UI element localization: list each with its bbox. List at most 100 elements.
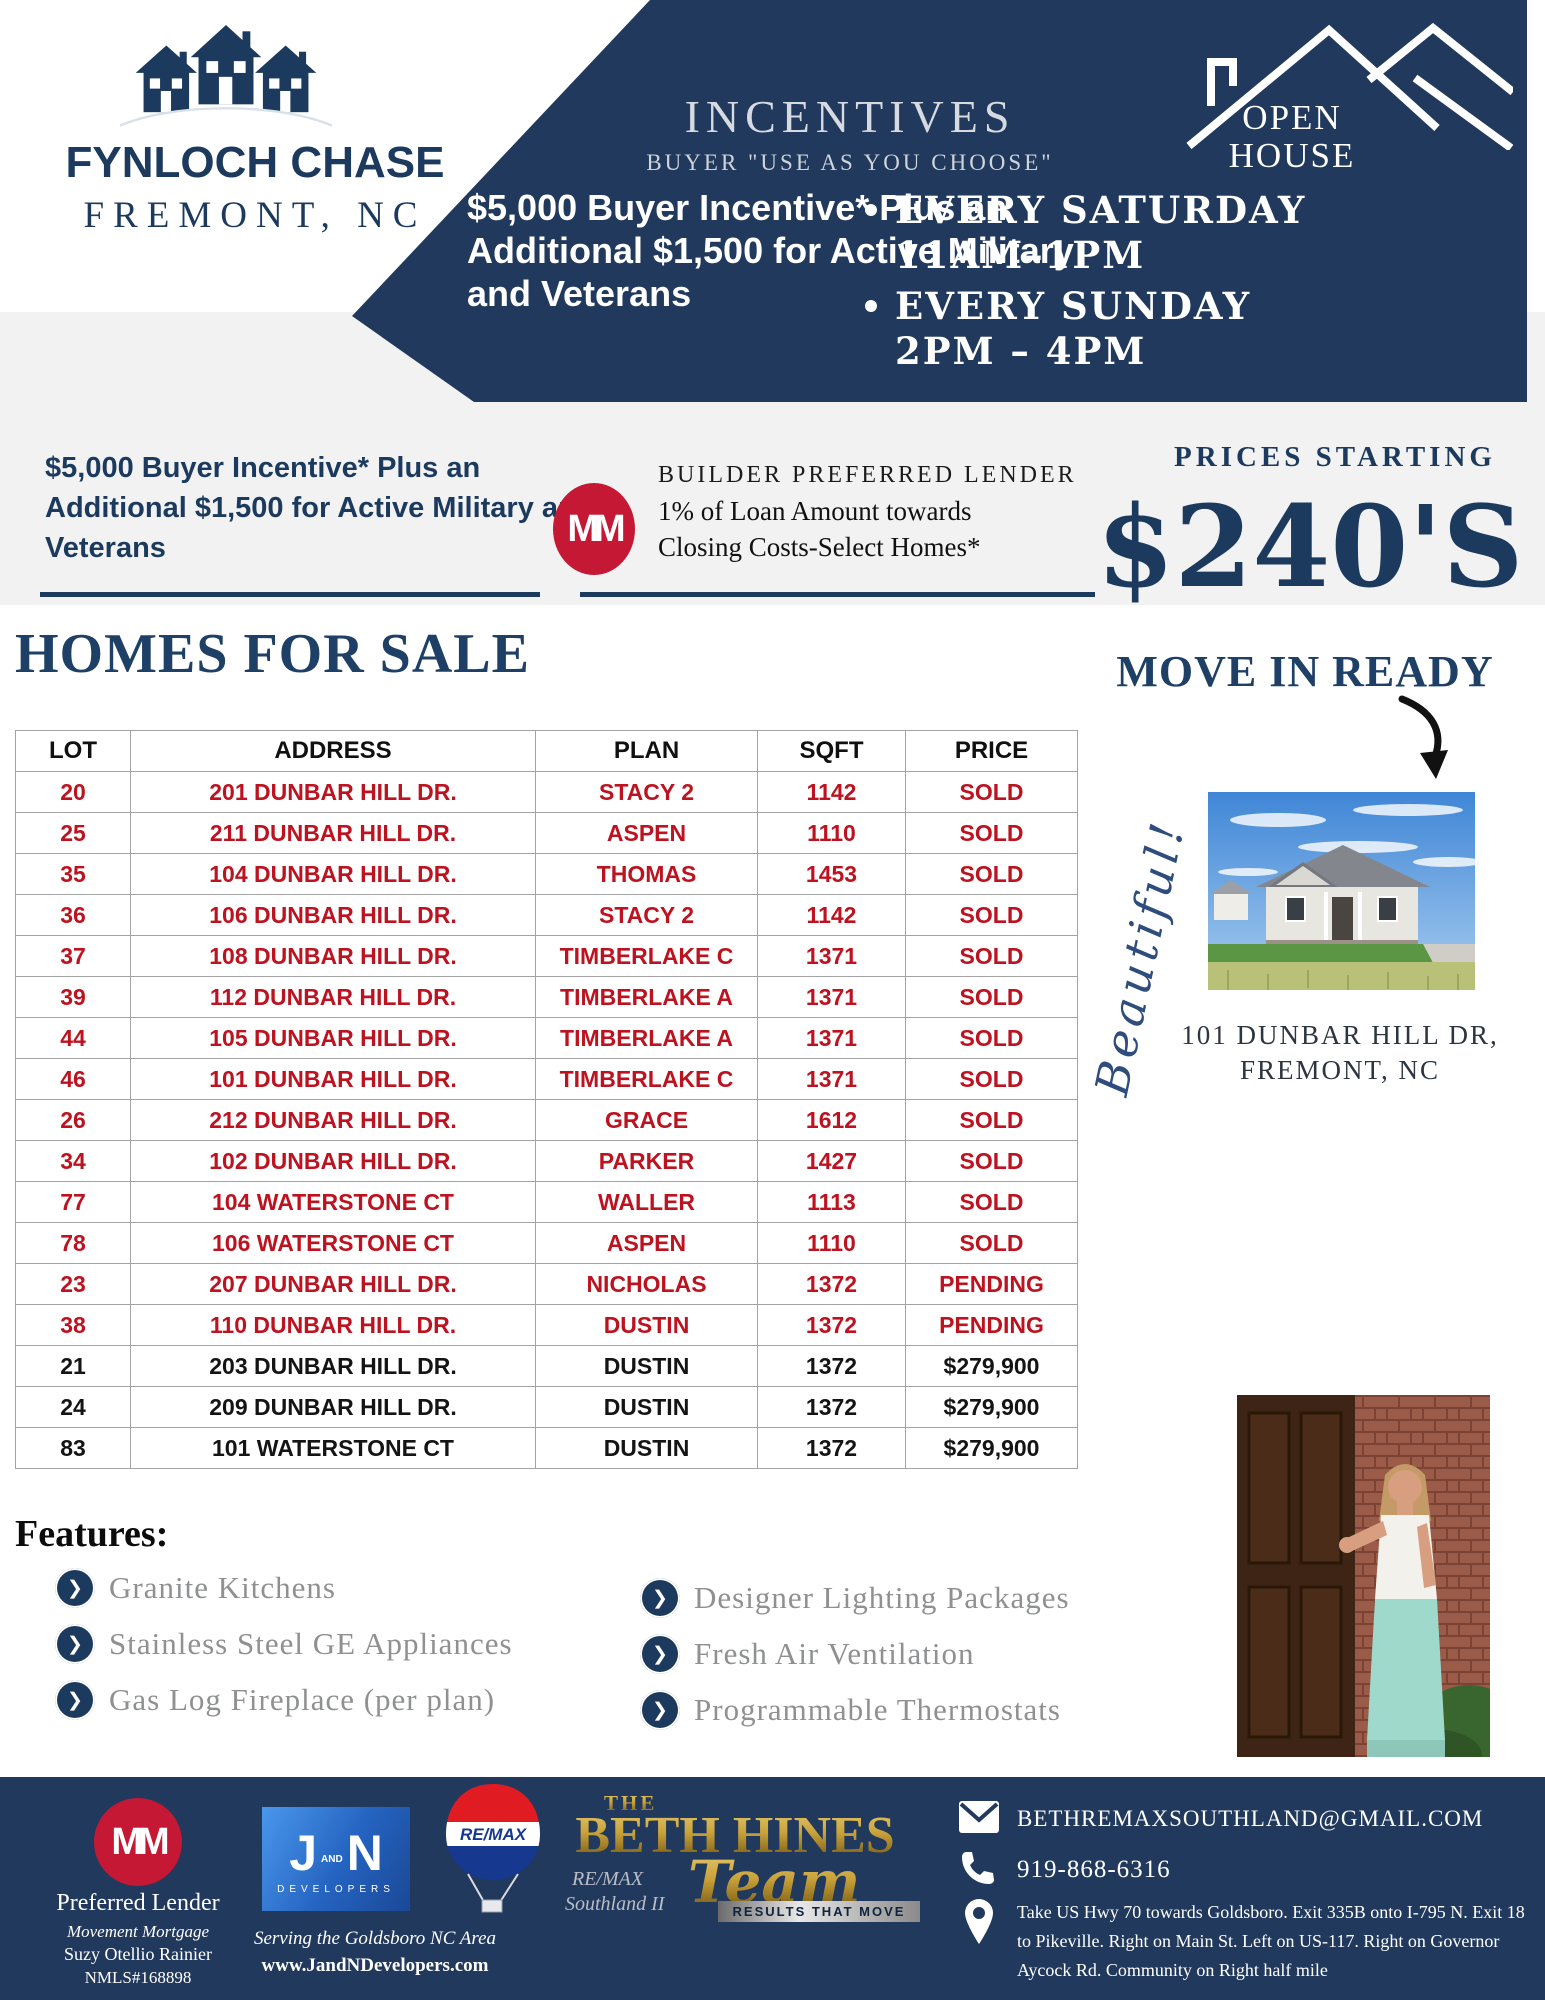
- cell-address: 106 DUNBAR HILL DR.: [130, 894, 536, 936]
- cell-lot: 78: [15, 1222, 131, 1264]
- cell-sqft: 1612: [757, 1099, 906, 1141]
- cell-address: 211 DUNBAR HILL DR.: [130, 812, 536, 854]
- table-row: 83 101 WATERSTONE CT DUSTIN 1372 $279,900: [15, 1427, 1078, 1469]
- phone-number[interactable]: 919-868-6316: [1017, 1856, 1171, 1883]
- cell-sqft: 1142: [757, 894, 906, 936]
- lender-line1: 1% of Loan Amount towards: [658, 496, 972, 526]
- chevron-circle-icon: ❯: [640, 1634, 680, 1674]
- lender-agent: Suzy Otellio Rainier: [64, 1944, 212, 1964]
- jn-letter-n: N: [346, 1824, 383, 1881]
- cell-lot: 21: [15, 1345, 131, 1387]
- cell-lot: 38: [15, 1304, 131, 1346]
- feature-label: Programmable Thermostats: [694, 1692, 1061, 1727]
- cell-price: SOLD: [905, 1017, 1078, 1059]
- cell-plan: DUSTIN: [535, 1304, 758, 1346]
- cell-sqft: 1371: [757, 976, 906, 1018]
- feature-item: ❯ Gas Log Fireplace (per plan): [55, 1680, 615, 1720]
- cell-address: 110 DUNBAR HILL DR.: [130, 1304, 536, 1346]
- cell-sqft: 1427: [757, 1140, 906, 1182]
- table-row: 78 106 WATERSTONE CT ASPEN 1110 SOLD: [15, 1222, 1078, 1264]
- cell-plan: ASPEN: [535, 812, 758, 854]
- cell-address: 108 DUNBAR HILL DR.: [130, 935, 536, 977]
- cell-address: 106 WATERSTONE CT: [130, 1222, 536, 1264]
- cell-price: PENDING: [905, 1304, 1078, 1346]
- chevron-circle-icon: ❯: [55, 1680, 95, 1720]
- email-address[interactable]: BETHREMAXSOUTHLAND@GMAIL.COM: [1017, 1806, 1484, 1831]
- feature-label: Fresh Air Ventilation: [694, 1636, 975, 1671]
- homes-table-body: 20 201 DUNBAR HILL DR. STACY 2 1142 SOLD 25 21…: [15, 771, 1078, 1469]
- team-tagline: RESULTS THAT MOVE: [718, 1901, 920, 1922]
- cell-sqft: 1113: [757, 1181, 906, 1223]
- jn-developers-icon: J AND N DEVELOPERS: [262, 1807, 410, 1911]
- feature-item: ❯ Designer Lighting Packages: [640, 1578, 1200, 1618]
- column-header: PLAN: [535, 730, 758, 772]
- table-row: 34 102 DUNBAR HILL DR. PARKER 1427 SOLD: [15, 1140, 1078, 1182]
- cell-plan: STACY 2: [535, 894, 758, 936]
- cell-sqft: 1110: [757, 812, 906, 854]
- team-the: THE: [604, 1791, 658, 1815]
- cell-sqft: 1372: [757, 1263, 906, 1305]
- cell-plan: GRACE: [535, 1099, 758, 1141]
- cell-lot: 24: [15, 1386, 131, 1428]
- jn-developers-sub: DEVELOPERS: [277, 1883, 395, 1895]
- cell-sqft: 1371: [757, 1058, 906, 1100]
- cell-lot: 46: [15, 1058, 131, 1100]
- cell-address: 104 DUNBAR HILL DR.: [130, 853, 536, 895]
- table-row: 23 207 DUNBAR HILL DR. NICHOLAS 1372 PENDING: [15, 1263, 1078, 1305]
- cell-price: SOLD: [905, 1140, 1078, 1182]
- house-photo: [1208, 792, 1483, 990]
- cell-lot: 83: [15, 1427, 131, 1469]
- table-row: 77 104 WATERSTONE CT WALLER 1113 SOLD: [15, 1181, 1078, 1223]
- table-row: 21 203 DUNBAR HILL DR. DUSTIN 1372 $279,900: [15, 1345, 1078, 1387]
- movement-mortgage-icon: MM: [553, 483, 635, 575]
- schedule-item: EVERY SATURDAY 11AM–1PM: [865, 188, 1525, 278]
- cell-plan: TIMBERLAKE C: [535, 1058, 758, 1100]
- cell-sqft: 1372: [757, 1345, 906, 1387]
- band-incentive-text: $5,000 Buyer Incentive* Plus an Addition…: [45, 452, 594, 564]
- prices-starting-value: $240'S: [1096, 482, 1524, 613]
- chevron-circle-icon: ❯: [55, 1624, 95, 1664]
- lender-company: Movement Mortgage: [66, 1922, 210, 1941]
- schedule-day: EVERY SUNDAY: [895, 284, 1252, 328]
- table-row: 46 101 DUNBAR HILL DR. TIMBERLAKE C 1371 SOL…: [15, 1058, 1078, 1100]
- agent-photo: [1237, 1395, 1524, 1785]
- cell-price: SOLD: [905, 1099, 1078, 1141]
- houses-on-hill-icon: [89, 10, 363, 201]
- lender-title: BUILDER PREFERRED LENDER: [658, 462, 1077, 488]
- cell-address: 212 DUNBAR HILL DR.: [130, 1099, 536, 1141]
- cell-price: SOLD: [905, 1222, 1078, 1264]
- cell-sqft: 1372: [757, 1304, 906, 1346]
- column-header: PRICE: [905, 730, 1078, 772]
- team-name: BETH HINES: [540, 1806, 930, 1865]
- schedule-time: 11AM–1PM: [895, 233, 1146, 277]
- mm-footer-letters: MM: [111, 1820, 169, 1863]
- cell-sqft: 1142: [757, 771, 906, 813]
- cell-plan: THOMAS: [535, 853, 758, 895]
- cell-plan: TIMBERLAKE A: [535, 1017, 758, 1059]
- svg-text:RE/MAX: RE/MAX: [460, 1825, 528, 1844]
- feature-label: Granite Kitchens: [109, 1570, 336, 1605]
- bullet-icon: [865, 204, 877, 216]
- cell-address: 102 DUNBAR HILL DR.: [130, 1140, 536, 1182]
- jn-letter-j: J: [289, 1824, 318, 1881]
- cell-plan: WALLER: [535, 1181, 758, 1223]
- cell-sqft: 1453: [757, 853, 906, 895]
- roof-outline-icon: [1181, 18, 1516, 152]
- incentives-title: INCENTIVES: [684, 91, 1016, 142]
- homes-table-head-row: LOT ADDRESS PLAN SQFT PRICE: [15, 730, 1078, 772]
- curved-arrow-icon: [1390, 693, 1460, 783]
- cell-sqft: 1372: [757, 1427, 906, 1469]
- schedule-item: EVERY SUNDAY 2PM – 4PM: [865, 284, 1525, 374]
- cell-lot: 36: [15, 894, 131, 936]
- cell-price: $279,900: [905, 1427, 1078, 1469]
- homes-table: LOT ADDRESS PLAN SQFT PRICE 20 201 DUNBAR HIL…: [15, 730, 1078, 1469]
- schedule-time: 2PM – 4PM: [895, 329, 1147, 373]
- cell-address: 101 DUNBAR HILL DR.: [130, 1058, 536, 1100]
- cell-address: 209 DUNBAR HILL DR.: [130, 1386, 536, 1428]
- photo-caption-line1: 101 DUNBAR HILL DR,: [1181, 1020, 1499, 1050]
- cell-lot: 37: [15, 935, 131, 977]
- table-row: 26 212 DUNBAR HILL DR. GRACE 1612 SOLD: [15, 1099, 1078, 1141]
- location-pin-icon: [962, 1898, 996, 1946]
- developer-website[interactable]: www.JandNDevelopers.com: [261, 1955, 489, 1976]
- cell-lot: 20: [15, 771, 131, 813]
